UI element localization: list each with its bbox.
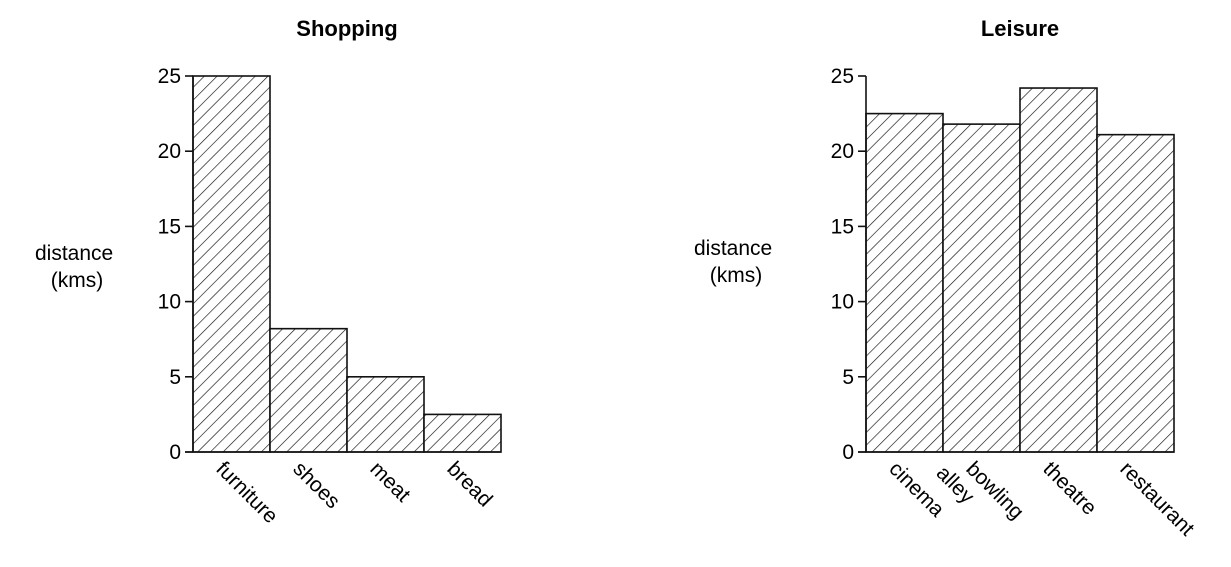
bar [1096,133,1175,453]
chart-title: Shopping [296,16,397,41]
bar [346,375,425,453]
category-label-line: cinema [884,457,948,521]
shopping-chart: Shopping distance (kms) 0 5 10 15 20 25 furni… [35,16,502,528]
category-label-line: furniture [211,457,282,528]
y-tick-label: 0 [169,441,181,464]
category-label: cinema [884,457,948,521]
y-tick-label: 20 [831,140,854,163]
bar [942,123,1021,453]
category-label: meat [365,457,414,506]
y-tick-label: 10 [158,291,181,314]
category-label: furniture [211,457,282,528]
category-label: restaurant [1115,457,1198,540]
leisure-chart: Leisure distance (kms) 0 5 10 15 20 25 cinema… [694,16,1199,541]
category-label: bread [442,457,496,511]
y-tick-label: 15 [831,215,854,238]
category-label-line: shoes [288,457,344,513]
y-axis-label-line-2: (kms) [710,264,762,287]
y-axis-label: distance (kms) [694,237,778,287]
category-label-line: restaurant [1115,457,1198,540]
bars [865,87,1175,453]
bar [865,112,944,453]
category-label-line: theatre [1038,457,1101,520]
category-label: shoes [288,457,344,513]
y-tick-label: 20 [158,140,181,163]
y-tick-label: 5 [842,366,854,389]
y-ticks: 0 5 10 15 20 25 [158,65,193,464]
y-axis-label-line-1: distance [694,237,772,260]
category-label-line: bread [442,457,496,511]
y-tick-label: 25 [158,65,181,88]
y-tick-label: 5 [169,366,181,389]
y-tick-label: 10 [831,291,854,314]
y-axis-label: distance (kms) [35,242,119,292]
category-label: bowlingalley [932,445,1028,541]
y-tick-label: 25 [831,65,854,88]
category-label-line: meat [365,457,414,506]
bar [423,413,502,453]
category-labels: cinema bowlingalley theatre restaurant [884,445,1198,541]
bars [192,75,502,453]
chart-title: Leisure [981,16,1059,41]
category-label: theatre [1038,457,1101,520]
y-axis-label-line-1: distance [35,242,113,265]
bar [269,327,348,453]
y-ticks: 0 5 10 15 20 25 [831,65,866,464]
y-tick-label: 15 [158,215,181,238]
bar [192,75,271,453]
y-axis-label-line-2: (kms) [51,269,103,292]
bar [1019,87,1098,453]
category-labels: furniture shoes meat bread [211,457,496,528]
y-tick-label: 0 [842,441,854,464]
